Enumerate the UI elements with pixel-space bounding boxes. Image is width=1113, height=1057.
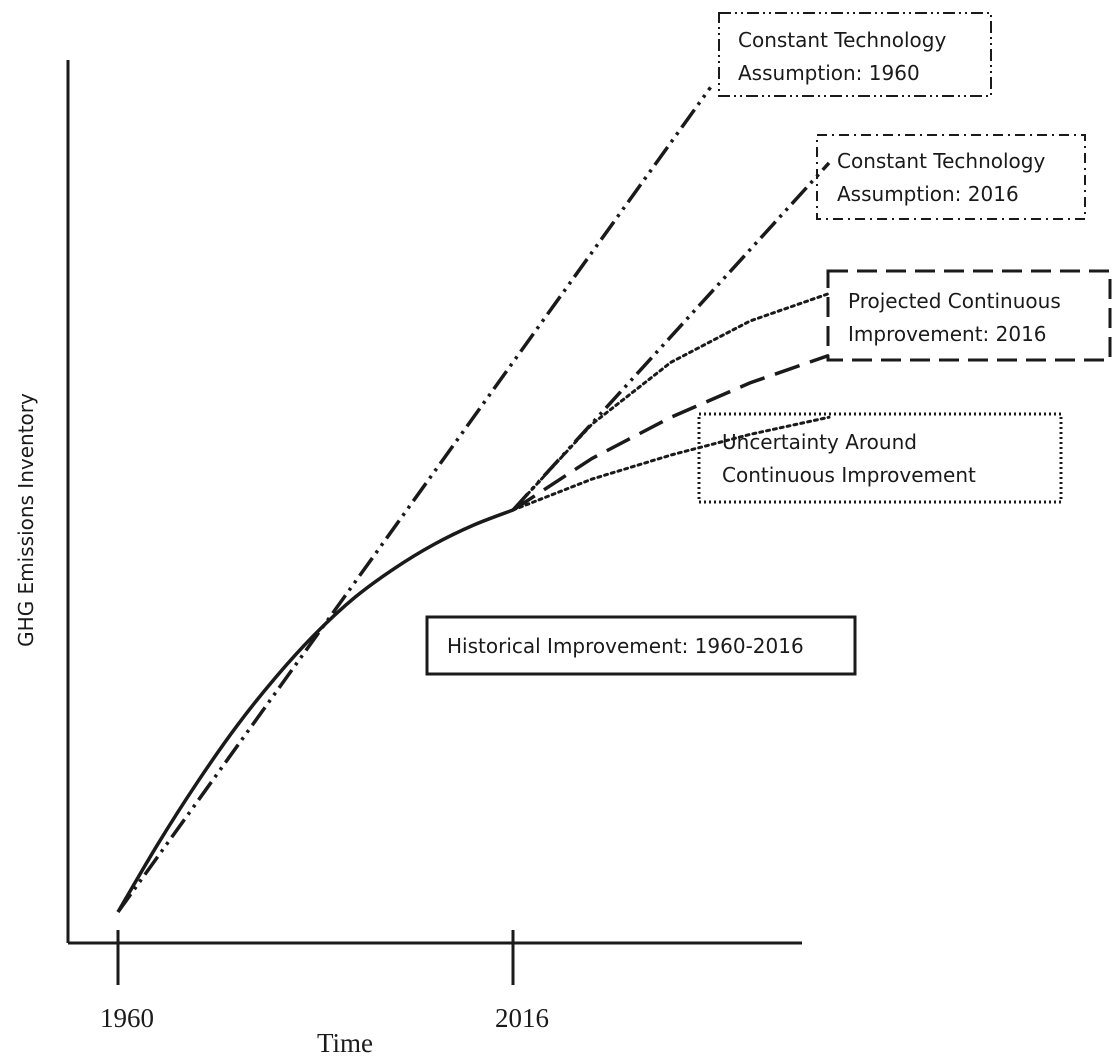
annotation-constant-1960-line1: Constant Technology [738,28,946,52]
series-line-0 [116,508,514,913]
annotation-box-projected-2016 [826,269,1112,362]
series-line-4 [511,292,831,512]
x-tick-label-1960: 1960 [100,1003,154,1033]
annotation-constant-2016-line2: Assumption: 2016 [837,182,1019,206]
series-line-3 [512,353,830,512]
annotation-uncertainty-line1: Uncertainty Around [722,430,917,454]
x-axis-title: Time [317,1028,373,1057]
series-layer [116,86,831,914]
annotation-box-constant-1960 [718,12,992,97]
series-line-5 [511,415,831,512]
annotation-projected-line2: Improvement: 2016 [848,322,1047,346]
annotation-box-uncertainty [697,412,1063,504]
y-axis-title: GHG Emissions Inventory [14,393,38,647]
annotation-box-constant-2016 [816,134,1086,220]
annotation-constant-2016-line1: Constant Technology [837,149,1045,173]
annotation-constant-1960-line2: Assumption: 1960 [738,61,920,85]
annotation-uncertainty-line2: Continuous Improvement [722,463,976,487]
annotation-projected-line1: Projected Continuous [848,289,1061,313]
x-tick-label-2016: 2016 [495,1003,549,1033]
series-line-1 [116,86,712,914]
annotation-historical: Historical Improvement: 1960-2016 [447,634,804,658]
annotation-box-historical [425,615,857,676]
series-line-2 [511,161,831,512]
